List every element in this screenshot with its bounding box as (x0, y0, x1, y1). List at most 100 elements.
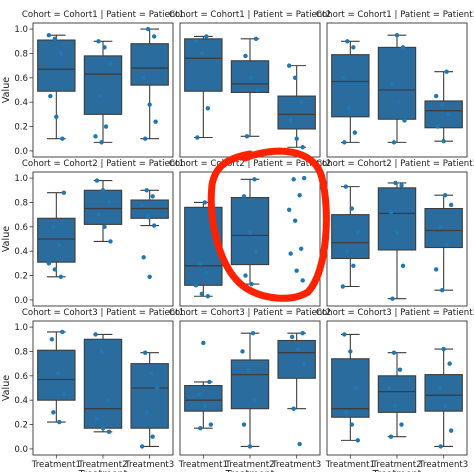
data-point (289, 334, 295, 340)
data-point (46, 261, 52, 266)
data-point (243, 53, 248, 59)
data-point (435, 124, 440, 129)
data-point (144, 410, 149, 415)
data-point (441, 138, 446, 144)
data-point (201, 340, 206, 346)
box-iqr (37, 349, 76, 401)
y-tick-label: 0.4 (14, 98, 28, 108)
data-point (294, 268, 299, 273)
box-iqr (331, 54, 370, 118)
box-iqr (377, 46, 417, 120)
data-point (51, 224, 56, 230)
data-point (391, 350, 397, 355)
y-tick-label: 0.8 (14, 198, 28, 208)
data-point (247, 230, 253, 236)
data-point (343, 410, 349, 415)
data-point (390, 81, 395, 87)
data-point (295, 346, 301, 352)
data-point (255, 87, 260, 93)
data-point (342, 332, 347, 337)
data-point (439, 287, 445, 293)
data-point (97, 93, 103, 99)
data-point (61, 391, 67, 397)
data-point (150, 194, 155, 199)
data-point (108, 61, 113, 66)
data-point (205, 106, 211, 111)
data-point (400, 45, 406, 50)
data-point (294, 136, 299, 141)
x-tick-label: Treatment3 (418, 460, 468, 470)
data-point (150, 434, 155, 439)
box-iqr (424, 207, 463, 249)
data-point (399, 422, 404, 427)
data-point (60, 136, 65, 141)
data-point (351, 45, 356, 50)
y-tick-label: 0.2 (14, 123, 28, 133)
panel-frame (32, 171, 174, 307)
data-point (202, 200, 208, 205)
data-point (141, 255, 146, 260)
data-point (99, 349, 104, 354)
data-point (301, 361, 307, 366)
data-point (57, 419, 62, 425)
data-point (241, 194, 247, 199)
data-point (244, 134, 250, 139)
data-point (154, 385, 160, 391)
box-iqr (377, 187, 417, 251)
data-point (249, 281, 254, 287)
data-point (301, 175, 307, 181)
data-point (393, 404, 398, 409)
y-tick-label: 1.0 (14, 323, 28, 333)
data-point (291, 177, 296, 182)
y-axis-label: Value (1, 226, 12, 252)
data-point (253, 36, 259, 42)
data-point (204, 270, 209, 276)
box-iqr (184, 38, 223, 92)
x-tick-label: Treatment2 (77, 460, 127, 470)
data-point (61, 190, 67, 195)
facet-panel: Cohort = Cohort1 | Patient = Patient2 (169, 10, 331, 158)
data-point (241, 422, 247, 427)
data-point (58, 51, 64, 56)
data-point (288, 118, 293, 123)
data-point (153, 119, 158, 124)
data-point (286, 207, 292, 212)
y-tick-label: 0.0 (14, 445, 28, 455)
data-point (199, 51, 205, 56)
box-iqr (37, 39, 76, 92)
data-point (246, 367, 251, 372)
x-tick-label: Treatment1 (178, 460, 228, 470)
data-point (54, 114, 59, 120)
x-tick-label: Treatment3 (271, 460, 321, 470)
data-point (441, 346, 446, 352)
data-point (52, 267, 58, 272)
data-point (387, 385, 392, 391)
facet-panel: Cohort = Cohort1 | Patient = Patient1 0.0… (1, 10, 184, 158)
facet-panel: Cohort = Cohort3 | Patient = Patient3 Tre… (316, 308, 474, 472)
facet-panel: Cohort = Cohort3 | Patient = Patient1 0.0… (1, 308, 184, 472)
data-point (352, 130, 358, 135)
data-point (60, 329, 65, 335)
data-point (247, 444, 253, 449)
data-point (151, 223, 157, 228)
data-point (106, 429, 112, 435)
x-axis-label: Treatment (372, 469, 422, 472)
data-point (108, 239, 113, 244)
box-iqr (230, 359, 270, 410)
y-tick-label: 0.2 (14, 272, 28, 282)
y-tick-label: 0.6 (14, 74, 28, 84)
data-point (145, 214, 151, 220)
data-point (198, 426, 203, 431)
panel-title: Cohort = Cohort1 | Patient = Patient1 (22, 10, 184, 20)
panel-title: Cohort = Cohort2 | Patient = Patient2 (169, 159, 331, 169)
data-point (343, 184, 349, 189)
box-iqr (277, 339, 316, 379)
data-point (286, 63, 292, 68)
box-iqr (37, 217, 76, 263)
data-point (147, 102, 152, 107)
data-point (240, 349, 245, 354)
data-point (396, 99, 401, 105)
box-iqr (83, 189, 123, 225)
data-point (198, 261, 203, 266)
x-axis-label: Treatment (225, 469, 275, 472)
